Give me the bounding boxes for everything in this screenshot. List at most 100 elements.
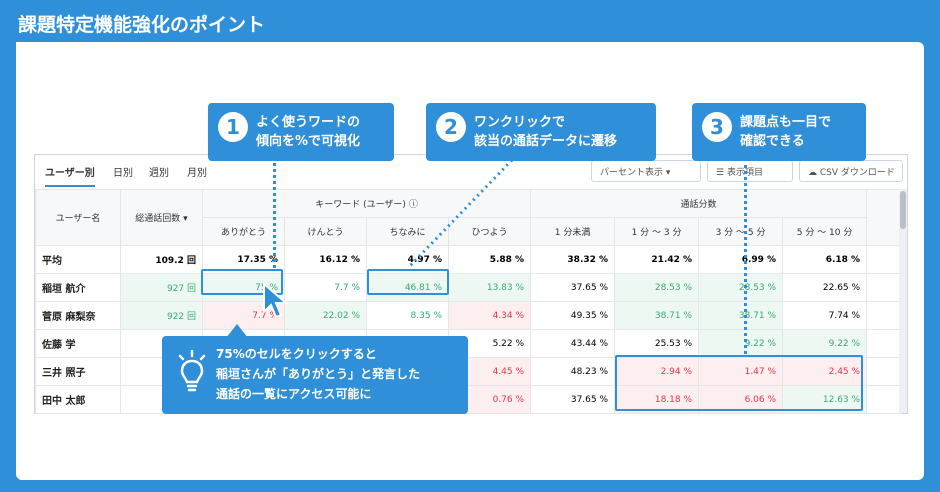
table-cell: 16.12 % — [284, 245, 367, 274]
highlight-box-75 — [201, 269, 283, 295]
header-keyword-1: ありがとう — [202, 217, 285, 246]
callout-2-line2: 該当の通話データに遷移 — [474, 134, 618, 149]
callout-2: 2 ワンクリックで 該当の通話データに遷移 — [426, 103, 656, 161]
table-cell: 21.42 % — [614, 245, 700, 274]
header-user: ユーザー名 — [35, 189, 121, 246]
table-row: 稲垣 航介 927 回 75 % 7.7 % 46.81 % 13.83 % 3… — [35, 273, 903, 302]
table-cell[interactable]: 22.02 % — [284, 301, 367, 330]
callout-3: 3 課題点も一目で 確認できる — [692, 103, 866, 161]
info-icon: ⓘ — [408, 200, 418, 210]
row-name: 田中 太郎 — [35, 385, 121, 414]
table-cell[interactable]: 7.7 % — [284, 273, 367, 302]
header-spacer — [866, 189, 903, 246]
scrollbar-thumb[interactable] — [900, 191, 906, 229]
lightbulb-icon — [178, 350, 206, 392]
highlight-box-keyword — [367, 269, 449, 295]
header-keyword-3: ちなみに — [366, 217, 449, 246]
callout-3-line1: 課題点も一目で — [740, 115, 832, 130]
list-icon: ☰ — [716, 168, 725, 178]
table-cell[interactable]: 8.35 % — [366, 301, 449, 330]
tab-daily[interactable]: 日別 — [113, 168, 133, 179]
step-number-1: 1 — [218, 112, 248, 142]
table-cell: 6.99 % — [698, 245, 784, 274]
callout-1: 1 よく使うワードの 傾向を%で可視化 — [208, 103, 394, 161]
header-keyword-4: ひつよう — [447, 217, 532, 246]
tip-pointer — [226, 324, 248, 338]
row-name: 稲垣 航介 — [35, 273, 121, 302]
tip-callout: 75%のセルをクリックすると 稲垣さんが「ありがとう」と発言した 通話の一覧にア… — [162, 336, 468, 414]
table-cell[interactable]: 28.53 % — [698, 273, 784, 302]
tip-line3: 通話の一覧にアクセス可能に — [216, 387, 372, 401]
table-cell[interactable]: 49.35 % — [530, 301, 616, 330]
csv-download-label: CSV ダウンロード — [819, 168, 895, 178]
mouse-cursor-icon — [263, 282, 289, 319]
table-cell[interactable]: 28.53 % — [614, 273, 700, 302]
header-duration-3: 3 分 ～ 5 分 — [698, 217, 784, 246]
tab-by-user[interactable]: ユーザー別 — [45, 164, 95, 187]
callout-3-line2: 確認できる — [740, 134, 805, 149]
spacer-cell — [866, 385, 903, 414]
connector-3 — [744, 158, 747, 354]
table-cell[interactable]: 4.34 % — [447, 301, 532, 330]
table-cell[interactable]: 48.23 % — [530, 357, 616, 386]
view-tabs: ユーザー別 日別 週別 月別 パーセント表示 ▾ ☰ 表示項目 ☁ CSV ダウ… — [35, 155, 907, 187]
header-duration-2: 1 分 ～ 3 分 — [614, 217, 700, 246]
table-cell[interactable]: 7.74 % — [782, 301, 868, 330]
percent-select[interactable]: パーセント表示 ▾ — [591, 160, 701, 182]
callout-1-line1: よく使うワードの — [256, 115, 361, 130]
row-name: 三井 照子 — [35, 357, 121, 386]
table-cell[interactable]: 13.83 % — [447, 273, 532, 302]
table-cell[interactable]: 25.53 % — [614, 329, 700, 358]
callout-2-line1: ワンクリックで — [474, 115, 566, 130]
table-row: 菅原 麻梨奈 922 回 7.7 % 22.02 % 8.35 % 4.34 %… — [35, 301, 903, 330]
spacer-cell — [866, 301, 903, 330]
row-name: 菅原 麻梨奈 — [35, 301, 121, 330]
step-number-2: 2 — [436, 112, 466, 142]
table-cell[interactable]: 1.47 % — [698, 357, 784, 386]
spacer-cell — [866, 245, 903, 274]
banner-title: 課題特定機能強化のポイント — [0, 0, 316, 42]
connector-1 — [273, 158, 276, 268]
table-cell[interactable]: 37.65 % — [530, 273, 616, 302]
table-cell[interactable]: 2.45 % — [782, 357, 868, 386]
calls-cell[interactable]: 922 回 — [120, 301, 203, 330]
chevron-down-icon: ▾ — [665, 168, 671, 178]
header-keyword-2: けんとう — [284, 217, 367, 246]
spacer-cell — [866, 273, 903, 302]
connector-2 — [406, 158, 514, 270]
header-duration-4: 5 分 ～ 10 分 — [782, 217, 868, 246]
row-name: 佐藤 学 — [35, 329, 121, 358]
calls-cell[interactable]: 927 回 — [120, 273, 203, 302]
table-cell[interactable]: 9.22 % — [698, 329, 784, 358]
table-cell[interactable]: 22.65 % — [782, 273, 868, 302]
table-cell[interactable]: 43.44 % — [530, 329, 616, 358]
table-cell: 6.18 % — [782, 245, 868, 274]
tip-line2: 稲垣さんが「ありがとう」と発言した — [216, 367, 421, 381]
table-cell[interactable]: 37.65 % — [530, 385, 616, 414]
callout-1-line2: 傾向を%で可視化 — [256, 134, 361, 149]
spacer-cell — [866, 329, 903, 358]
table-cell[interactable]: 9.22 % — [782, 329, 868, 358]
header-keyword-group: キーワード (ユーザー) ⓘ — [201, 189, 532, 218]
scrollbar-track[interactable] — [899, 189, 907, 413]
tip-line1: 75%のセルをクリックすると — [216, 347, 377, 361]
table-cell[interactable]: 38.71 % — [698, 301, 784, 330]
percent-select-label: パーセント表示 — [600, 168, 664, 178]
step-number-3: 3 — [702, 112, 732, 142]
calls-cell: 109.2 回 — [120, 245, 203, 274]
header-duration-group: 通話分数 — [530, 189, 868, 218]
header-keyword-label: キーワード (ユーザー) — [315, 200, 406, 210]
csv-download-button[interactable]: ☁ CSV ダウンロード — [799, 160, 903, 182]
row-name: 平均 — [35, 245, 121, 274]
tab-monthly[interactable]: 月別 — [187, 168, 207, 179]
table-cell: 38.32 % — [530, 245, 616, 274]
table-cell: 5.88 % — [447, 245, 532, 274]
table-cell[interactable]: 38.71 % — [614, 301, 700, 330]
highlight-box-duration — [615, 355, 863, 411]
tab-weekly[interactable]: 週別 — [149, 168, 169, 179]
display-items-button[interactable]: ☰ 表示項目 — [707, 160, 793, 182]
header-duration-1: 1 分未満 — [530, 217, 616, 246]
spacer-cell — [866, 357, 903, 386]
header-calls-label: 総通話回数 — [135, 214, 181, 224]
header-calls[interactable]: 総通話回数 ▾ — [120, 189, 203, 246]
